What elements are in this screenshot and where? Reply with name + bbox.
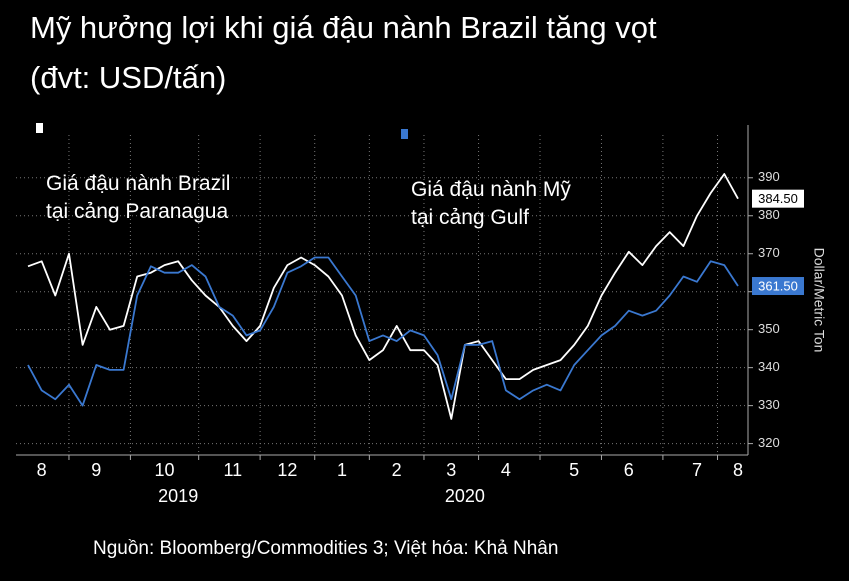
y-tick-label: 390 [758, 169, 780, 184]
legend-entry: Giá đậu nành Mỹ tại cảng Gulf [401, 120, 571, 232]
x-tick-label: 8 [37, 460, 47, 480]
end-label-text: 361.50 [758, 278, 798, 293]
chart-subtitle: (đvt: USD/tấn) [30, 60, 227, 95]
source-note: Nguồn: Bloomberg/Commodities 3; Việt hóa… [93, 538, 559, 559]
end-label: 361.50 [752, 277, 804, 296]
end-label-box [752, 277, 804, 296]
x-tick-label: 10 [155, 460, 175, 480]
y-axis-label: Dollar/Metric Ton [811, 248, 827, 353]
x-tick-label: 3 [446, 460, 456, 480]
y-tick-label: 350 [758, 321, 780, 336]
y-tick-label: 370 [758, 245, 780, 260]
x-tick-label: 2 [392, 460, 402, 480]
end-label-text: 384.50 [758, 191, 798, 206]
y-tick-label: 380 [758, 207, 780, 222]
legend-label: Giá đậu nành Brazil tại cảng Paranagua [46, 172, 231, 223]
legend-label: Giá đậu nành Mỹ tại cảng Gulf [411, 178, 571, 229]
legend-swatch [401, 129, 408, 139]
end-label-box [752, 189, 804, 208]
end-label: 384.50 [752, 189, 804, 208]
y-tick-label: 330 [758, 397, 780, 412]
x-tick-label: 5 [569, 460, 579, 480]
chart-title: Mỹ hưởng lợi khi giá đậu nành Brazil tăn… [30, 10, 657, 45]
year-label: 2020 [445, 486, 485, 506]
y-tick-label: 320 [758, 435, 780, 450]
legend-entry: Giá đậu nành Brazil tại cảng Paranagua [36, 114, 231, 226]
x-tick-label: 1 [337, 460, 347, 480]
x-tick-label: 6 [624, 460, 634, 480]
series-line [27, 256, 739, 407]
legend-swatch [36, 123, 43, 133]
x-tick-label: 8 [733, 460, 743, 480]
year-label: 2019 [158, 486, 198, 506]
x-tick-label: 7 [692, 460, 702, 480]
x-tick-label: 12 [277, 460, 297, 480]
x-tick-label: 9 [91, 460, 101, 480]
x-tick-label: 11 [223, 460, 242, 480]
y-tick-label: 340 [758, 359, 780, 374]
x-tick-label: 4 [501, 460, 511, 480]
